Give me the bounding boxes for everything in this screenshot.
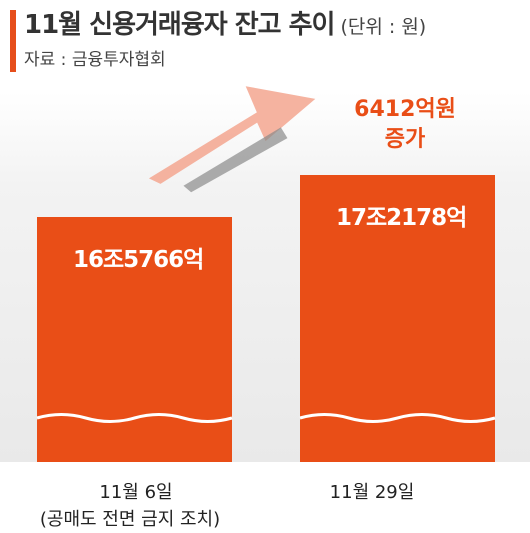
increase-arrow-dark bbox=[183, 127, 288, 193]
data-label-nov-6: 16조5766억 bbox=[73, 247, 204, 273]
title-accent-bar bbox=[10, 10, 16, 72]
chart-floor bbox=[0, 462, 530, 533]
category-note-nov-6: (공매도 전면 금지 조치) bbox=[39, 509, 221, 530]
increase-amount: 6412억원 bbox=[354, 97, 456, 122]
axis-break-wave-nov-6 bbox=[36, 413, 233, 423]
source-label: 자료 : 금융투자협회 bbox=[24, 50, 166, 70]
category-label-nov-29: 11월 29일 bbox=[329, 482, 415, 503]
increase-word: 증가 bbox=[384, 127, 426, 152]
axis-break-wave-nov-29 bbox=[299, 413, 496, 423]
unit-label: (단위 : 원) bbox=[340, 16, 427, 38]
category-label-nov-6: 11월 6일 bbox=[99, 482, 173, 503]
increase-arrow-light bbox=[148, 86, 316, 184]
increase-arrow bbox=[148, 86, 316, 193]
increase-annotation: 6412억원 증가 bbox=[315, 95, 495, 155]
chart-title: 11월 신용거래융자 잔고 추이 (단위 : 원) bbox=[24, 4, 426, 41]
data-label-nov-29: 17조2178억 bbox=[336, 205, 467, 231]
chart-title-text: 11월 신용거래융자 잔고 추이 bbox=[24, 10, 335, 40]
